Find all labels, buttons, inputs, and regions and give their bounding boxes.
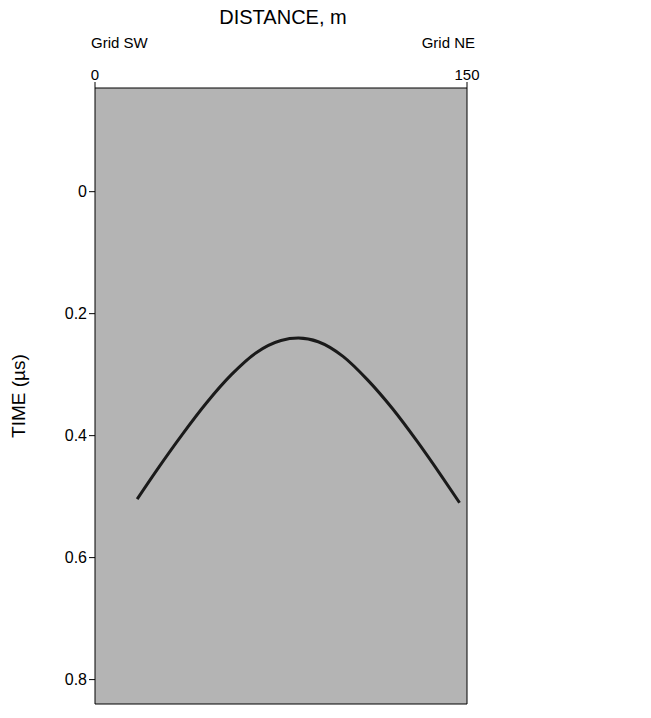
svg-text:0.4: 0.4 (65, 427, 87, 444)
html-text:Grid NE: Grid NE (421, 34, 475, 51)
svg-text:150: 150 (454, 66, 479, 83)
svg-text:0.2: 0.2 (65, 305, 87, 322)
svg-text:0.8: 0.8 (65, 671, 87, 688)
svg-text:0: 0 (78, 183, 87, 200)
html-text:DISTANCE, m: DISTANCE, m (219, 6, 347, 28)
svg-text:TIME (µs): TIME (µs) (8, 354, 29, 438)
svg-text:0.6: 0.6 (65, 549, 87, 566)
html-text:Grid SW: Grid SW (91, 34, 148, 51)
svg-text:0: 0 (91, 66, 99, 83)
